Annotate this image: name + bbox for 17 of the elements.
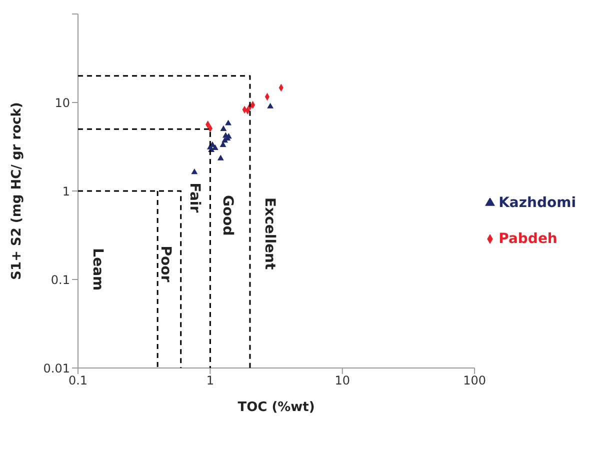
y-tick-label: 10 (54, 96, 70, 110)
annotation: Poor (158, 246, 174, 282)
annotation: Good (219, 195, 236, 236)
y-axis-title: S1+ S2 (mg HC/ gr rock) (10, 102, 25, 280)
x-axis-title: TOC (%wt) (238, 400, 315, 415)
x-tick-label: 10 (334, 374, 350, 388)
annotation: Fair (186, 182, 202, 213)
x-tick-label: 100 (463, 374, 486, 388)
y-tick-label: 1 (62, 184, 70, 198)
y-tick-label: 0.01 (43, 361, 70, 376)
y-tick-label: 0.1 (50, 272, 70, 287)
annotation: Leam (89, 248, 106, 291)
x-tick-label: 1 (206, 374, 214, 388)
legend-label: Pabdeh (498, 230, 558, 246)
x-tick-label: 0.1 (68, 374, 88, 388)
legend-label: Kazhdomi (498, 194, 576, 210)
annotation: Excellent (261, 198, 278, 270)
